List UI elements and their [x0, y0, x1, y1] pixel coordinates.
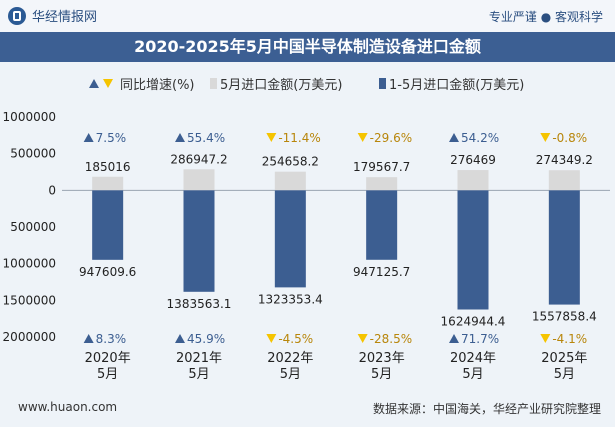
growth-down-arrow-icon — [266, 334, 277, 343]
growth-up-arrow-icon — [175, 334, 185, 343]
y-tick-label: 1000000 — [3, 257, 56, 271]
growth-up-arrow-icon — [175, 133, 185, 142]
brand[interactable]: 华经情报网 — [8, 6, 97, 25]
top-bar: 华经情报网 专业严谨 ● 客观科学 — [0, 0, 615, 32]
ytd-value-label: 1624944.4 — [441, 314, 506, 328]
x-category-month: 5月 — [280, 367, 301, 382]
x-category-year: 2022年 — [267, 351, 313, 366]
title-bar: 2020-2025年5月中国半导体制造设备进口金额 — [0, 32, 615, 62]
y-tick-label: 2000000 — [3, 330, 56, 344]
x-category-month: 5月 — [462, 367, 483, 382]
website-link[interactable]: www.huaon.com — [18, 400, 118, 414]
x-category-month: 5月 — [371, 367, 392, 382]
x-category-month: 5月 — [188, 367, 209, 382]
y-tick-label: 500000 — [10, 147, 56, 161]
growth-down-arrow-icon — [540, 133, 551, 142]
may-growth-label: -0.8% — [552, 131, 587, 145]
ytd-growth-label: -28.5% — [370, 332, 412, 346]
legend-ytd-label: 1-5月进口金额(万美元) — [389, 77, 524, 93]
ytd-value-label: 947125.7 — [353, 265, 410, 279]
growth-up-arrow-icon — [83, 133, 94, 142]
bar-chart: 同比增速(%) 5月进口金额(万美元) 1-5月进口金额(万美元) 1000000 50… — [3, 77, 610, 382]
x-category-year: 2020年 — [85, 351, 131, 366]
may-import-bar — [366, 177, 398, 191]
ytd-import-bar — [457, 190, 489, 310]
data-source: 数据来源：中国海关，华经产业研究院整理 — [372, 402, 601, 416]
growth-down-arrow-icon — [357, 334, 368, 343]
ytd-value-label: 947609.6 — [79, 265, 136, 279]
may-value-label: 179567.7 — [353, 160, 410, 174]
growth-up-arrow-icon — [83, 334, 94, 343]
may-value-label: 185016 — [85, 160, 131, 174]
ytd-growth-label: 71.7% — [461, 332, 499, 346]
ytd-import-bar — [548, 190, 580, 305]
x-category-month: 5月 — [97, 367, 118, 382]
ytd-import-bar — [92, 190, 124, 260]
ytd-import-bar — [183, 190, 215, 292]
huajing-logo-icon — [8, 6, 26, 25]
x-category-year: 2024年 — [450, 351, 496, 366]
brand-name: 华经情报网 — [32, 10, 98, 25]
may-import-bar — [274, 171, 306, 191]
ytd-growth-label: -4.5% — [278, 332, 313, 346]
may-growth-label: -11.4% — [278, 131, 320, 145]
growth-down-arrow-icon — [357, 133, 368, 142]
ytd-growth-label: -4.1% — [552, 332, 587, 346]
may-growth-label: -29.6% — [370, 131, 412, 145]
legend-may-swatch — [210, 78, 217, 89]
legend-up-arrow-icon — [89, 79, 99, 88]
ytd-value-label: 1323353.4 — [258, 292, 323, 306]
x-category-month: 5月 — [554, 367, 575, 382]
tagline: 专业严谨 ● 客观科学 — [488, 10, 603, 24]
y-tick-label: 1000000 — [3, 110, 56, 124]
growth-down-arrow-icon — [266, 133, 277, 142]
ytd-import-bar — [366, 190, 398, 260]
growth-up-arrow-icon — [449, 334, 459, 343]
may-growth-label: 55.4% — [187, 131, 225, 145]
may-import-bar — [457, 170, 489, 191]
may-import-bar — [183, 169, 215, 191]
ytd-growth-label: 8.3% — [96, 332, 127, 346]
growth-up-arrow-icon — [449, 133, 459, 142]
y-tick-label: 1500000 — [3, 293, 56, 307]
y-tick-label: 0 — [48, 183, 56, 197]
may-value-label: 274349.2 — [536, 153, 593, 167]
x-category-year: 2021年 — [176, 351, 222, 366]
ytd-import-bar — [274, 190, 306, 288]
may-value-label: 254658.2 — [262, 155, 319, 169]
may-growth-label: 7.5% — [96, 131, 127, 145]
legend-growth-label: 同比增速(%) — [120, 78, 195, 93]
chart-title: 2020-2025年5月中国半导体制造设备进口金额 — [134, 37, 481, 56]
x-category-year: 2023年 — [359, 351, 405, 366]
may-value-label: 286947.2 — [170, 152, 227, 166]
growth-down-arrow-icon — [540, 334, 551, 343]
ytd-growth-label: 45.9% — [187, 332, 225, 346]
legend-may-label: 5月进口金额(万美元) — [220, 77, 342, 93]
ytd-value-label: 1557858.4 — [532, 310, 597, 324]
x-category-year: 2025年 — [541, 351, 587, 366]
may-value-label: 276469 — [450, 153, 496, 167]
y-tick-label: 500000 — [10, 220, 56, 234]
may-import-bar — [548, 170, 580, 191]
legend-ytd-swatch — [379, 78, 386, 89]
ytd-value-label: 1383563.1 — [167, 297, 232, 311]
legend-down-arrow-icon — [103, 79, 113, 88]
may-import-bar — [92, 176, 124, 191]
may-growth-label: 54.2% — [461, 131, 499, 145]
